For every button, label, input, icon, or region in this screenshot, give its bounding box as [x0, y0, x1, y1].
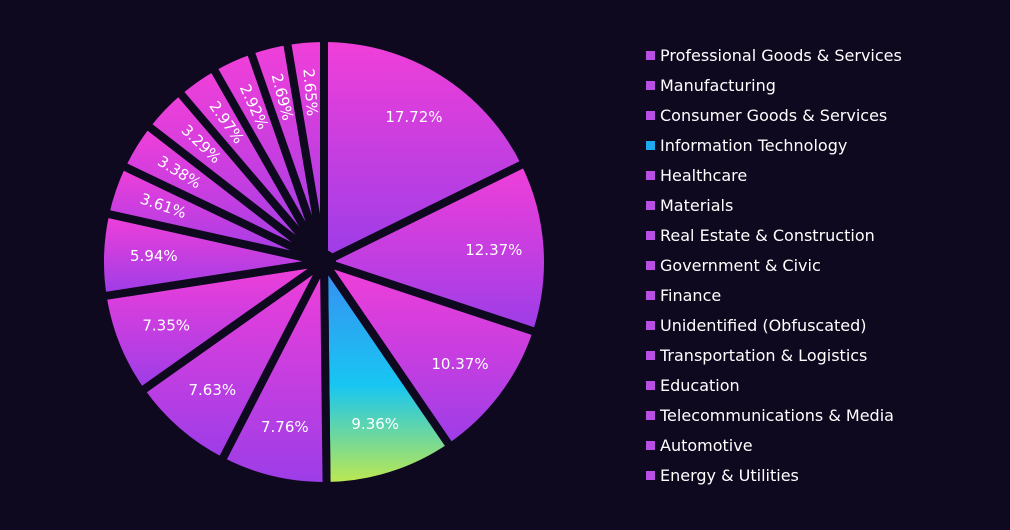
legend-label-automotive: Automotive	[660, 435, 753, 455]
pie-slice-information-technology	[320, 258, 455, 490]
legend-item-transportation-and-logistics: Transportation & Logistics	[646, 340, 996, 370]
pie-data-label-healthcare: 7.76%	[261, 418, 309, 436]
legend-item-government-and-civic: Government & Civic	[646, 250, 996, 280]
legend-item-consumer-goods-and-services: Consumer Goods & Services	[646, 100, 996, 130]
legend-swatch-manufacturing	[646, 80, 655, 90]
legend-swatch-automotive	[646, 440, 655, 450]
legend-item-energy-and-utilities: Energy & Utilities	[646, 460, 996, 490]
legend-label-consumer-goods-and-services: Consumer Goods & Services	[660, 105, 888, 125]
pie-chart: 17.72% 12.37% 10.37% 9.36% 7.76% 7.63% 7.35% 5.…	[100, 34, 552, 490]
legend-swatch-education	[646, 380, 655, 390]
legend-swatch-telecommunications-and-media	[646, 410, 655, 420]
legend-item-materials: Materials	[646, 190, 996, 220]
pie-data-label-information-technology: 9.36%	[351, 415, 399, 433]
legend-swatch-professional-goods-and-services	[646, 50, 655, 60]
legend-label-healthcare: Healthcare	[660, 165, 748, 185]
legend-item-automotive: Automotive	[646, 430, 996, 460]
pie-data-label-energy-and-utilities: 2.65%	[299, 68, 321, 117]
pie-slice-consumer-goods-and-services	[320, 258, 541, 451]
legend-label-materials: Materials	[660, 195, 734, 215]
legend-item-unidentified-obfuscated: Unidentified (Obfuscated)	[646, 310, 996, 340]
legend-item-education: Education	[646, 370, 996, 400]
legend-item-information-technology: Information Technology	[646, 130, 996, 160]
legend-swatch-finance	[646, 290, 655, 300]
legend-item-finance: Finance	[646, 280, 996, 310]
legend-label-professional-goods-and-services: Professional Goods & Services	[660, 45, 902, 65]
legend-label-telecommunications-and-media: Telecommunications & Media	[660, 405, 894, 425]
pie-slice-energy-and-utilities	[282, 34, 328, 266]
legend-swatch-unidentified-obfuscated	[646, 320, 655, 330]
pie-data-label-materials: 7.63%	[188, 381, 236, 399]
legend-swatch-transportation-and-logistics	[646, 350, 655, 360]
legend-swatch-government-and-civic	[646, 260, 655, 270]
legend-label-manufacturing: Manufacturing	[660, 75, 776, 95]
legend-label-finance: Finance	[660, 285, 722, 305]
legend-swatch-energy-and-utilities	[646, 470, 655, 480]
legend-label-information-technology: Information Technology	[660, 135, 848, 155]
legend-swatch-consumer-goods-and-services	[646, 110, 655, 120]
pie-data-label-government-and-civic: 5.94%	[130, 247, 178, 265]
pie-data-label-professional-goods-and-services: 17.72%	[385, 108, 442, 126]
legend-swatch-healthcare	[646, 170, 655, 180]
legend-label-education: Education	[660, 375, 740, 395]
legend-swatch-materials	[646, 200, 655, 210]
pie-slice-professional-goods-and-services	[320, 34, 529, 266]
legend-item-manufacturing: Manufacturing	[646, 70, 996, 100]
legend: Professional Goods & Services Manufacturi…	[646, 40, 996, 490]
legend-swatch-information-technology	[646, 140, 655, 150]
legend-label-government-and-civic: Government & Civic	[660, 255, 821, 275]
legend-label-energy-and-utilities: Energy & Utilities	[660, 465, 799, 485]
legend-item-telecommunications-and-media: Telecommunications & Media	[646, 400, 996, 430]
pie-data-label-manufacturing: 12.37%	[465, 241, 522, 259]
pie-data-label-consumer-goods-and-services: 10.37%	[431, 355, 488, 373]
legend-item-real-estate-and-construction: Real Estate & Construction	[646, 220, 996, 250]
legend-swatch-real-estate-and-construction	[646, 230, 655, 240]
legend-label-real-estate-and-construction: Real Estate & Construction	[660, 225, 875, 245]
legend-item-healthcare: Healthcare	[646, 160, 996, 190]
pie-data-label-real-estate-and-construction: 7.35%	[142, 316, 190, 334]
legend-item-professional-goods-and-services: Professional Goods & Services	[646, 40, 996, 70]
legend-label-transportation-and-logistics: Transportation & Logistics	[660, 345, 868, 365]
pie-center-hole	[312, 250, 336, 274]
legend-label-unidentified-obfuscated: Unidentified (Obfuscated)	[660, 315, 867, 335]
pie-slice-manufacturing	[320, 159, 552, 337]
